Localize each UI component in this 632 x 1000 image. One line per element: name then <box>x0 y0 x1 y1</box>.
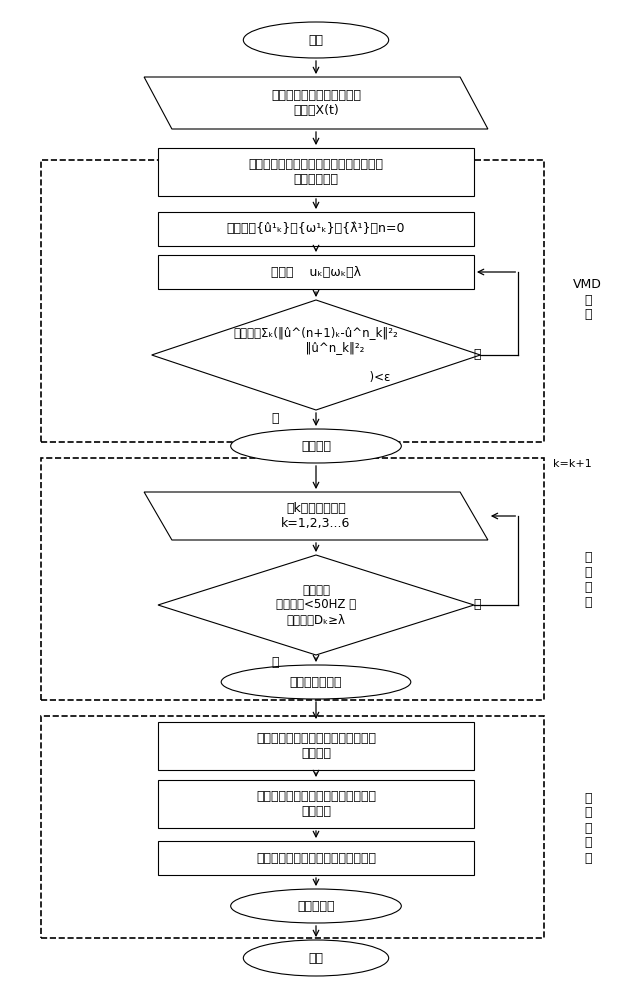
Bar <box>158 722 474 770</box>
Ellipse shape <box>243 22 389 58</box>
Ellipse shape <box>221 665 411 699</box>
Text: 是: 是 <box>271 656 279 668</box>
Text: 开始: 开始 <box>308 33 324 46</box>
Text: 为有用信号模态: 为有用信号模态 <box>289 676 343 688</box>
Polygon shape <box>158 555 474 655</box>
Text: 停止迭代: 停止迭代 <box>301 440 331 452</box>
Ellipse shape <box>243 940 389 976</box>
Text: 结束: 结束 <box>308 952 324 964</box>
Text: 初始化：{û¹ₖ}，{ω¹ₖ}，{λ̂¹}，n=0: 初始化：{û¹ₖ}，{ω¹ₖ}，{λ̂¹}，n=0 <box>227 223 405 235</box>
Polygon shape <box>152 300 480 410</box>
Text: 小
波
包
降
噪: 小 波 包 降 噪 <box>584 792 592 864</box>
Bar <box>158 212 474 246</box>
Text: 频
谱
分
析: 频 谱 分 析 <box>584 551 592 609</box>
Text: 若精度：Σₖ(‖û^(n+1)ₖ-û^n_k‖²₂
          ‖û^n_k‖²₂

                                 : 若精度：Σₖ(‖û^(n+1)ₖ-û^n_k‖²₂ ‖û^n_k‖²₂ <box>234 326 398 384</box>
Bar <box>41 458 544 700</box>
Bar <box>158 255 474 289</box>
Text: 否: 否 <box>473 349 481 361</box>
Text: 更新：    uₖ、ωₖ、λ: 更新： uₖ、ωₖ、λ <box>271 265 361 278</box>
Text: 确定最优小波包基，给定嬷标准，计
算最佳树: 确定最优小波包基，给定嬷标准，计 算最佳树 <box>256 790 376 818</box>
Ellipse shape <box>231 889 401 923</box>
Text: k=k+1: k=k+1 <box>552 459 592 469</box>
Text: 第k个模态的频谱
k=1,2,3...6: 第k个模态的频谱 k=1,2,3...6 <box>281 502 351 530</box>
Bar <box>158 841 474 875</box>
Polygon shape <box>144 77 488 129</box>
Text: VMD
分
解: VMD 分 解 <box>573 278 602 322</box>
Text: 小波包重构: 小波包重构 <box>297 900 335 912</box>
Polygon shape <box>144 492 488 540</box>
Bar <box>158 148 474 196</box>
Ellipse shape <box>231 429 401 463</box>
Text: 含噪微震信号的监测数据时
序序列X(t): 含噪微震信号的监测数据时 序序列X(t) <box>271 89 361 117</box>
Bar <box>158 780 474 828</box>
Bar <box>41 716 544 938</box>
Text: 若模态：
主频范围<50HZ 且
频谱方差Dₖ≥λ: 若模态： 主频范围<50HZ 且 频谱方差Dₖ≥λ <box>276 584 356 626</box>
Text: 选择合适的小波以及分解层数进行小
波包分解: 选择合适的小波以及分解层数进行小 波包分解 <box>256 732 376 760</box>
Text: 首先构造变分模态，然后定义模态分量个
数与惩罚因子: 首先构造变分模态，然后定义模态分量个 数与惩罚因子 <box>248 158 384 186</box>
Text: 是: 是 <box>271 412 279 424</box>
Text: 否: 否 <box>473 598 481 611</box>
Text: 选择恰当的阈值对系数进行阈值量化: 选择恰当的阈值对系数进行阈值量化 <box>256 852 376 864</box>
Bar <box>41 160 544 442</box>
